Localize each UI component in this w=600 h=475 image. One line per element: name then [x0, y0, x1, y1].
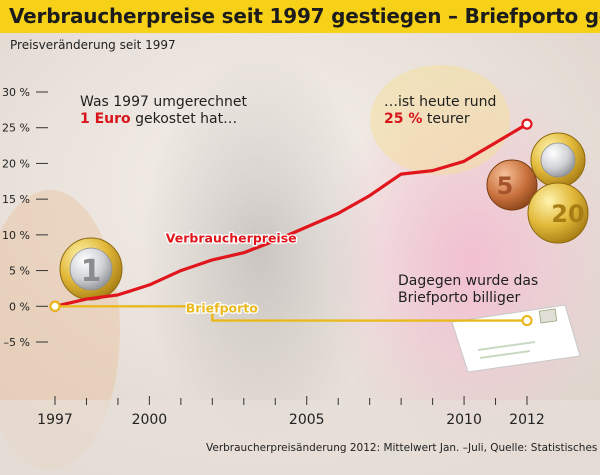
svg-text:5: 5 [497, 172, 514, 200]
y-tick-label: 5 % [9, 265, 30, 278]
x-tick-label: 1997 [37, 412, 73, 428]
y-tick-label: 20 % [2, 157, 30, 170]
series-layer: Verbraucherpreise Briefporto [49, 118, 533, 327]
series-endpoint-marker [521, 314, 533, 327]
series-line [55, 305, 527, 322]
x-tick-label: 2012 [509, 412, 545, 428]
series-line [54, 122, 528, 308]
annotation-postage-line2: Briefporto billiger [398, 290, 521, 306]
y-tick-label: –5 % [4, 336, 30, 349]
title-bar [0, 0, 600, 33]
y-tick-label: 0 % [9, 300, 30, 313]
page-title: Verbraucherpreise seit 1997 gestiegen – … [9, 4, 600, 28]
annotation-end-highlight: 25 % [384, 111, 423, 127]
series-endpoint-marker [49, 300, 61, 312]
svg-text:20: 20 [551, 200, 584, 228]
annotation-end-line1: …ist heute rund [384, 94, 497, 110]
annotation-start-rest: gekostet hat… [135, 111, 238, 127]
y-tick-label: 25 % [2, 122, 30, 135]
y-tick-label: 10 % [2, 229, 30, 242]
y-axis: 30 % 25 % 20 % 15 % 10 % 5 % 0 % –5 % [2, 86, 48, 349]
annotation-start-line1: Was 1997 umgerechnet [80, 94, 247, 110]
annotation-start: Was 1997 umgerechnet 1 Euro gekostet hat… [80, 94, 247, 128]
annotation-end: …ist heute rund 25 % teurer [384, 94, 496, 128]
series-label: Briefporto [186, 301, 259, 316]
source-footnote: Verbraucherpreisänderung 2012: Mittelwer… [206, 442, 600, 454]
annotation-postage-line1: Dagegen wurde das [398, 273, 539, 289]
y-tick-label: 15 % [2, 193, 30, 206]
annotation-end-line2: 25 % teurer [384, 111, 496, 128]
annotation-postage: Dagegen wurde das Briefporto billiger [398, 273, 538, 307]
chart-subtitle: Preisveränderung seit 1997 [10, 38, 176, 52]
annotation-start-highlight: 1 Euro [80, 111, 131, 127]
annotation-end-rest: teurer [426, 111, 470, 127]
x-axis: 1997 2000 2005 2010 2012 [37, 396, 545, 428]
x-tick-label: 2000 [132, 412, 168, 428]
y-tick-label: 30 % [2, 86, 30, 99]
euro-coin-icon: 1 [59, 237, 123, 301]
svg-text:1: 1 [81, 254, 102, 289]
annotation-start-line2: 1 Euro gekostet hat… [80, 111, 247, 128]
x-tick-label: 2010 [446, 412, 482, 428]
series-endpoint-marker [521, 118, 533, 130]
coin-stack-icon: 5 20 [486, 132, 589, 244]
x-tick-label: 2005 [289, 412, 325, 428]
series-label: Verbraucherpreise [166, 231, 297, 246]
